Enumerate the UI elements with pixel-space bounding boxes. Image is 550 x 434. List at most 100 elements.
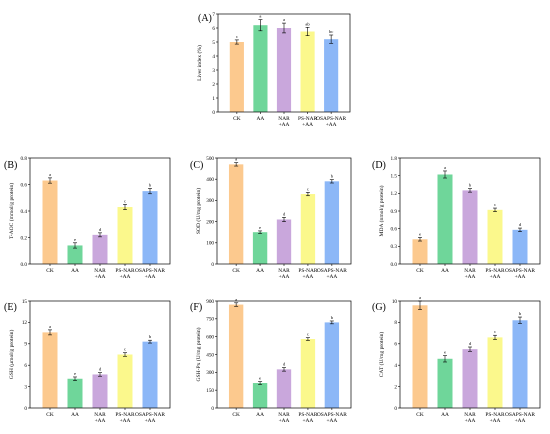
significance-letter: c [307,332,309,337]
category-label: OSAPS-NAR [316,116,346,122]
category-label: NAR [278,116,290,122]
panel-label: (A) [198,13,212,24]
significance-letter: b [331,174,334,179]
significance-letter: e [74,237,76,242]
y-tick-label: 0 [212,110,215,116]
y-axis-title: T-AOC (mmol/g protein) [8,183,15,239]
bar-osaps [512,229,528,264]
category-label: +AA [120,274,131,280]
panel-label: (D) [372,160,386,171]
significance-letter: a [235,157,237,162]
bar-ck [412,239,428,264]
y-tick-label: 600 [206,334,214,340]
bar-ps [487,337,503,408]
y-tick-label: 0.9 [391,209,398,215]
category-label: PS-NAR [115,268,135,274]
category-label: +AA [120,418,131,424]
bar-ck [412,305,428,408]
category-label: CK [232,268,240,274]
y-tick-label: 5 [212,40,215,46]
y-tick-label: 750 [206,317,214,323]
y-tick-label: 1 [212,96,215,102]
category-label: OSAPS-NAR [317,412,347,418]
significance-letter: d [283,211,286,216]
bar-ck [42,332,58,408]
category-label: +AA [515,274,526,280]
bar-ps [117,354,133,408]
bar-nar [276,369,292,408]
chart-panel-d: (D)eCKaAAbNAR+AAcPS-NAR+AAdOSAPS-NAR+AA0… [372,156,541,280]
y-tick-label: 3 [24,384,27,390]
y-axis-title: MDA (nmol/g protein) [378,185,385,236]
category-label: AA [257,116,265,122]
bar-osaps [142,341,158,408]
y-tick-label: 0.3 [391,244,398,250]
bar-aa [252,383,268,408]
y-tick-label: 0 [211,262,214,268]
significance-letter: b [519,311,522,316]
bar-ps [117,207,133,264]
chart-panel-g: (G)aCKeAAdNAR+AAcPS-NAR+AAbOSAPS-NAR+AA0… [372,295,541,424]
bar-nar [276,219,292,264]
y-tick-label: 0.6 [391,226,398,232]
chart-panel-e: (E)aCKeAAdNAR+AAcPS-NAR+AAbOSAPS-NAR+AA0… [4,299,171,424]
y-tick-label: 6 [212,26,215,32]
significance-letter: ab [305,21,310,26]
significance-letter: b [149,182,152,187]
category-label: OSAPS-NAR [135,412,165,418]
category-label: NAR [464,412,476,418]
y-tick-label: 3 [212,68,215,74]
category-label: OSAPS-NAR [505,268,535,274]
bar-ck [229,42,244,112]
y-tick-label: 2 [212,82,215,88]
bar-aa [253,25,268,113]
y-tick-label: 0.0 [21,262,28,268]
significance-letter: c [307,186,309,191]
category-label: +AA [145,274,156,280]
significance-letter: b [469,183,472,188]
category-label: AA [441,412,449,418]
category-label: +AA [279,122,290,128]
category-label: PS-NAR [485,412,505,418]
y-tick-label: 1.8 [391,156,398,162]
category-label: +AA [465,418,476,424]
category-label: CK [232,412,240,418]
significance-letter: a [283,17,285,22]
bar-nar [462,349,478,408]
y-tick-label: 15 [22,299,28,305]
bar-ck [228,164,244,264]
y-tick-label: 6 [394,342,397,348]
bar-ps [300,194,316,264]
significance-letter: a [419,295,421,300]
significance-letter: c [124,347,126,352]
category-label: OSAPS-NAR [317,268,347,274]
bar-ck [228,304,244,408]
y-axis-title: SOD (U/mg protein) [195,188,202,234]
bar-aa [437,174,453,264]
chart-panel-a: (A)cCKaAAaNAR+AAabPS-NAR+AAbcOSAPS-NAR+A… [196,12,351,128]
category-label: NAR [278,268,290,274]
category-label: NAR [94,412,106,418]
bar-osaps [324,39,339,113]
y-tick-label: 9 [24,342,27,348]
y-tick-label: 1.5 [391,173,398,179]
category-label: +AA [302,122,313,128]
bar-osaps [142,191,158,264]
category-label: PS-NAR [115,412,135,418]
category-label: CK [46,268,54,274]
significance-letter: e [444,350,446,355]
bar-ps [300,339,316,408]
category-label: +AA [303,274,314,280]
bar-nar [462,190,478,264]
category-label: OSAPS-NAR [505,412,535,418]
category-label: AA [256,412,264,418]
significance-letter: e [259,376,261,381]
significance-letter: a [49,172,51,177]
y-tick-label: 400 [206,177,214,183]
y-tick-label: 0.8 [21,156,28,162]
significance-letter: c [236,34,238,39]
y-tick-label: 1.2 [391,191,398,197]
significance-letter: a [259,14,261,19]
category-label: +AA [95,418,106,424]
